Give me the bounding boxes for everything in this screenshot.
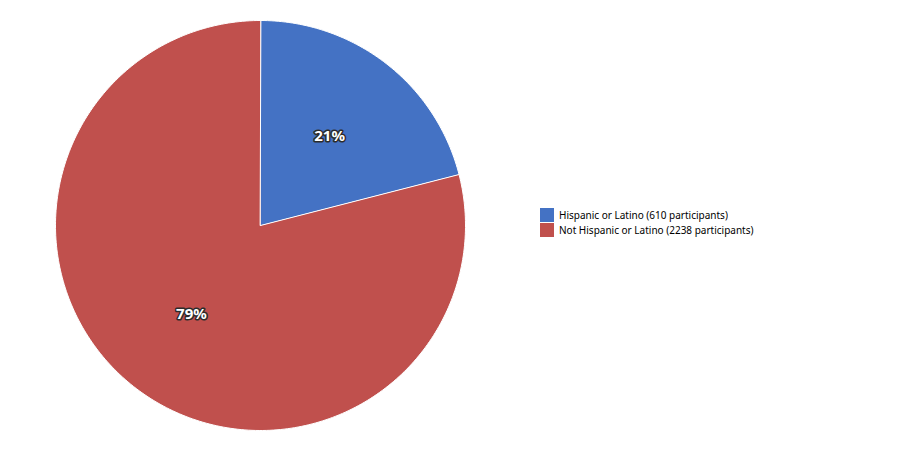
svg-text:21%: 21%: [314, 125, 345, 145]
html-text:Not Hispanic or Latino (2238 p: Not Hispanic or Latino (2238 participant…: [559, 222, 754, 237]
svg-text:79%: 79%: [176, 303, 207, 323]
html-text:Hispanic or Latino (610 partic: Hispanic or Latino (610 participants): [559, 207, 728, 222]
